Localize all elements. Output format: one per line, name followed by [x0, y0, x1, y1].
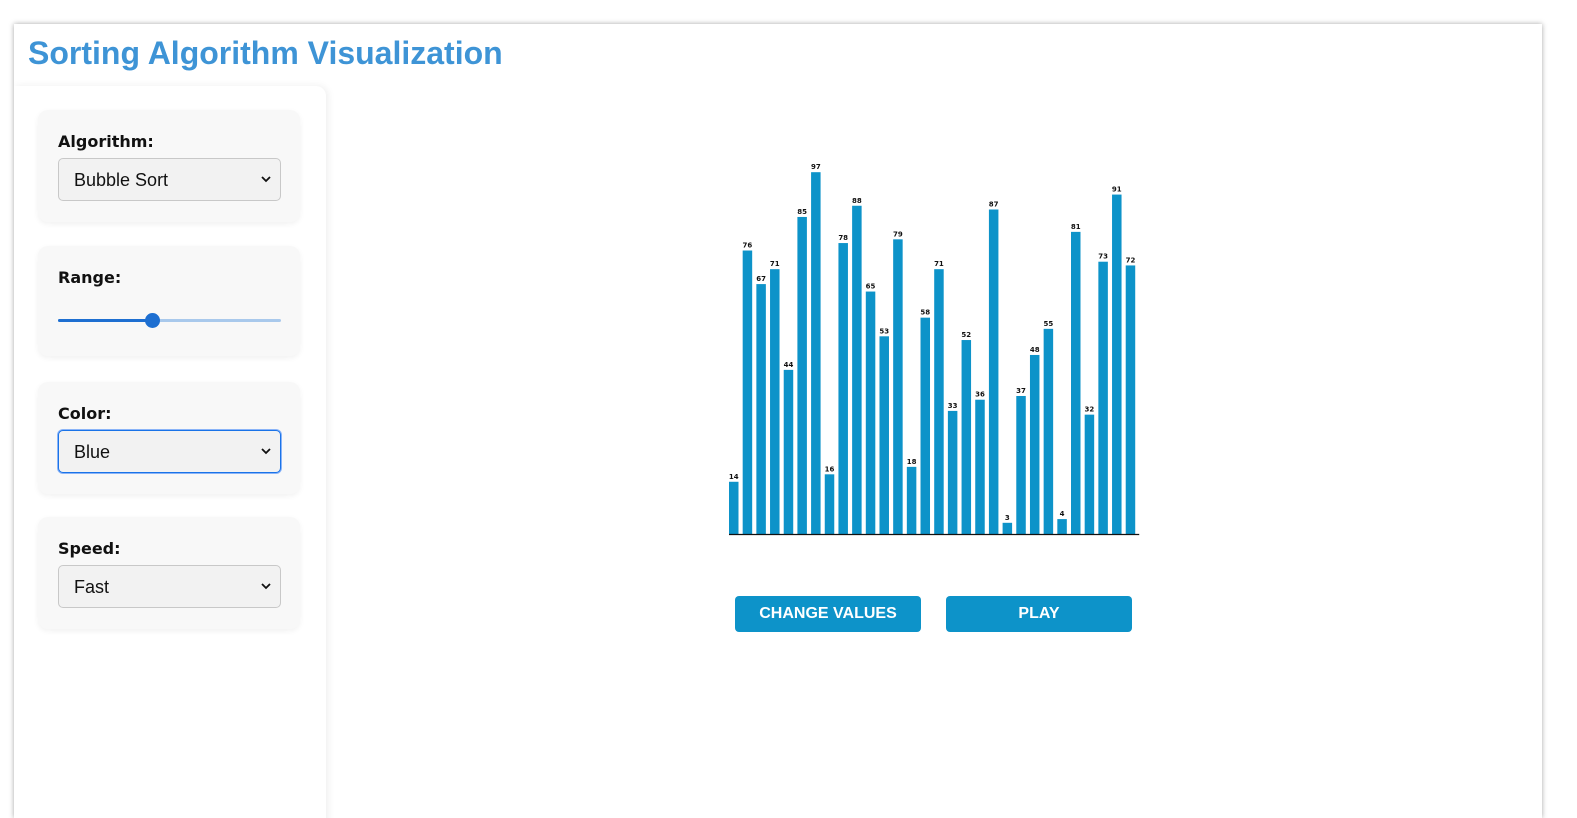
chart-bar: [797, 216, 807, 534]
bar-value-label: 87: [989, 200, 999, 208]
chart-bar: [865, 291, 876, 534]
bar-value-label: 88: [852, 197, 862, 205]
app-window: Sorting Algorithm Visualization Algorith…: [14, 24, 1542, 818]
chart-bar: [1029, 354, 1040, 534]
algorithm-control: Algorithm: Bubble Sort: [38, 110, 300, 222]
chart-bar: [988, 209, 999, 535]
color-control: Color: Blue: [38, 382, 300, 494]
chart-bar: [961, 340, 972, 534]
bar-value-label: 79: [893, 230, 903, 238]
chart-bar: [1043, 328, 1054, 534]
play-button[interactable]: PLAY: [946, 596, 1132, 632]
chart-bar: [1016, 395, 1026, 534]
range-slider-thumb[interactable]: [144, 313, 160, 328]
range-control: Range:: [38, 246, 300, 356]
bar-value-label: 32: [1085, 406, 1095, 414]
chart-bar: [852, 205, 862, 534]
bar-value-label: 52: [961, 331, 971, 339]
page-title: Sorting Algorithm Visualization: [28, 35, 503, 71]
range-label: Range:: [58, 268, 122, 287]
bar-value-label: 48: [1030, 346, 1040, 354]
color-select-value: Blue: [74, 442, 111, 462]
bar-value-label: 81: [1071, 223, 1081, 231]
chart-bar: [1098, 261, 1108, 534]
color-select[interactable]: Blue: [58, 430, 281, 473]
chart-bar: [920, 317, 931, 534]
bar-value-label: 53: [879, 327, 889, 335]
speed-control: Speed: Fast: [38, 517, 300, 629]
chart-bar: [783, 369, 794, 534]
bar-value-label: 36: [975, 391, 985, 399]
chart-bar: [1071, 231, 1081, 534]
bar-value-label: 37: [1016, 387, 1026, 395]
speed-select-value: Fast: [74, 577, 110, 597]
bar-value-label: 18: [907, 458, 917, 466]
speed-label: Speed:: [58, 539, 121, 558]
range-slider-track: [58, 319, 281, 322]
bar-value-label: 33: [948, 402, 958, 410]
bar-value-label: 58: [920, 309, 930, 317]
bar-value-label: 72: [1126, 256, 1136, 264]
bar-value-label: 55: [1044, 320, 1054, 328]
bar-value-label: 4: [1060, 510, 1065, 518]
bar-value-label: 73: [1098, 253, 1108, 261]
chart-bar: [934, 269, 944, 534]
bar-value-label: 16: [825, 465, 835, 473]
algorithm-select[interactable]: Bubble Sort: [58, 158, 281, 201]
control-panel: Algorithm: Bubble Sort Range: Color: Blu…: [14, 86, 326, 818]
bar-value-label: 71: [770, 260, 780, 268]
bar-value-label: 67: [756, 275, 766, 283]
chart-bar: [947, 410, 958, 534]
range-slider-fill: [58, 319, 152, 322]
chart-bar: [1002, 522, 1013, 534]
bar-value-label: 85: [797, 208, 807, 216]
chart-bar: [770, 269, 780, 534]
chart-bar: [811, 172, 821, 534]
chart-bar: [975, 399, 985, 534]
chart-bar: [742, 250, 753, 534]
chart-bar: [824, 474, 835, 534]
chart-bar: [879, 336, 889, 534]
chevron-down-icon: [261, 176, 271, 183]
bar-value-label: 76: [743, 242, 753, 250]
bar-value-label: 71: [934, 260, 944, 268]
bar-value-label: 78: [838, 234, 848, 242]
chart-bar: [1057, 519, 1067, 534]
chart-bar: [1112, 194, 1122, 534]
chevron-down-icon: [261, 448, 271, 455]
chart-bar: [756, 284, 766, 534]
color-label: Color:: [58, 404, 112, 423]
bar-chart: 14 76 67 71 44 85 97 16 78 88 65 53 79 18 58 71 33 52 36 87…: [729, 163, 1140, 536]
chevron-down-icon: [261, 583, 271, 590]
bar-value-label: 14: [729, 473, 739, 481]
speed-select[interactable]: Fast: [58, 565, 281, 608]
chart-bar: [893, 239, 903, 534]
range-slider[interactable]: [58, 312, 281, 330]
chart-bar: [1084, 414, 1095, 534]
algorithm-select-value: Bubble Sort: [74, 170, 169, 190]
bar-value-label: 44: [784, 361, 794, 369]
chart-bar: [729, 481, 739, 534]
change-values-button[interactable]: CHANGE VALUES: [735, 596, 921, 632]
chart-bar: [838, 243, 848, 534]
bar-value-label: 91: [1112, 186, 1122, 194]
bar-value-label: 65: [866, 283, 876, 291]
chart-bar: [906, 466, 917, 534]
algorithm-label: Algorithm:: [58, 132, 154, 151]
bar-value-label: 97: [811, 163, 821, 171]
chart-bar: [1125, 265, 1136, 534]
bar-value-label: 3: [1005, 514, 1010, 522]
